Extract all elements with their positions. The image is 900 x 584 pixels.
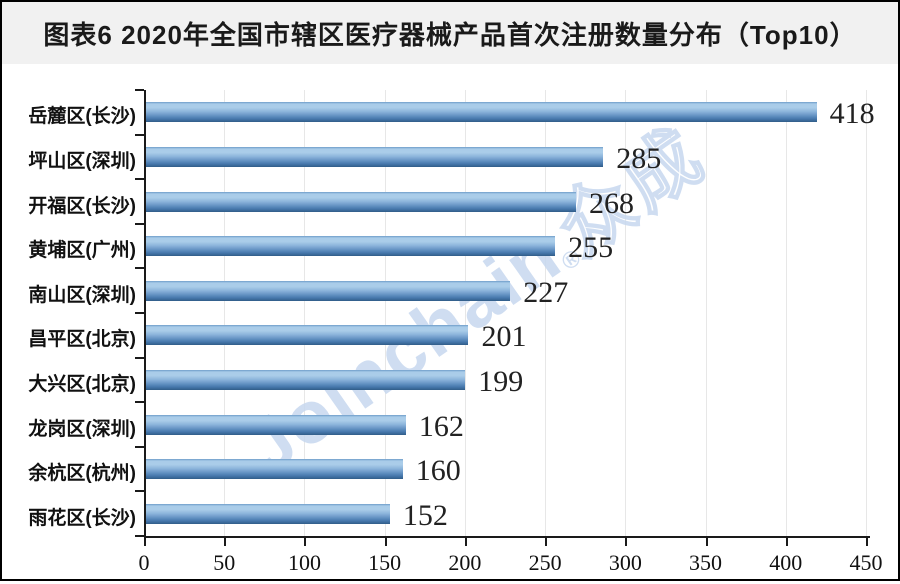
- bar: [146, 236, 556, 257]
- y-axis-tick: [135, 222, 144, 225]
- bar-value-label: 227: [523, 275, 569, 309]
- bar: [146, 459, 403, 480]
- x-axis-tick: [866, 538, 868, 546]
- plot-area: 0 50 100 150 200 250 300 350 400 450 岳麓区(长沙) 418 坪山区…: [2, 64, 898, 579]
- bar: [146, 102, 817, 123]
- x-tick-label: 300: [608, 550, 642, 575]
- category-label: 岳麓区(长沙): [28, 106, 136, 128]
- category-label: 余杭区(杭州): [28, 463, 136, 485]
- x-tick-label: 150: [368, 550, 402, 575]
- x-axis-tick: [464, 538, 467, 546]
- gridline: [785, 90, 787, 536]
- x-tick-label: 250: [528, 550, 562, 575]
- category-label: 南山区(深圳): [28, 284, 136, 306]
- bar: [146, 325, 469, 346]
- category-label: 龙岗区(深圳): [28, 418, 136, 440]
- category-label: 开福区(长沙): [28, 195, 136, 217]
- gridline: [464, 90, 466, 536]
- gridline: [866, 90, 867, 536]
- bar-value-label: 201: [481, 320, 527, 354]
- gridline: [304, 90, 306, 536]
- y-axis: [144, 90, 146, 546]
- x-axis-tick: [545, 538, 548, 546]
- x-tick-label: 200: [448, 550, 482, 575]
- bar-value-label: 285: [616, 141, 662, 175]
- bar-value-label: 199: [478, 364, 524, 398]
- bar: [146, 414, 406, 435]
- y-axis-tick: [135, 490, 144, 493]
- gridline: [705, 90, 707, 536]
- x-tick-label: 100: [287, 550, 321, 575]
- x-axis-tick: [224, 538, 227, 546]
- gridline: [545, 90, 547, 536]
- y-axis-tick: [135, 312, 144, 314]
- x-tick-label: 350: [689, 550, 723, 575]
- x-tick-label: 0: [138, 550, 150, 575]
- gridline: [384, 90, 386, 536]
- bar: [146, 369, 466, 390]
- x-axis-tick: [785, 538, 788, 546]
- bar-value-label: 255: [568, 231, 614, 265]
- category-label: 昌平区(北京): [28, 329, 136, 351]
- y-axis-tick: [135, 356, 144, 359]
- gridline: [224, 90, 226, 536]
- x-tick-label: 400: [769, 550, 803, 575]
- chart-title-bar: 图表6 2020年全国市辖区医疗器械产品首次注册数量分布（Top10）: [2, 2, 898, 64]
- y-axis-tick: [135, 133, 144, 136]
- y-axis-tick: [135, 535, 144, 537]
- bar: [146, 280, 511, 301]
- y-axis-tick: [135, 267, 144, 270]
- y-axis-tick: [135, 178, 144, 181]
- y-axis-tick: [135, 89, 144, 91]
- category-label: 雨花区(长沙): [28, 507, 136, 529]
- y-axis-tick: [135, 401, 144, 404]
- bar-value-label: 162: [418, 409, 464, 443]
- y-axis-tick: [135, 445, 144, 448]
- bar: [146, 191, 576, 212]
- x-axis-tick: [384, 538, 387, 546]
- gridline: [625, 90, 627, 536]
- bar-value-label: 152: [402, 498, 448, 532]
- x-tick-label: 450: [849, 550, 883, 575]
- x-tick-label: 50: [213, 550, 236, 575]
- x-axis-tick: [304, 538, 307, 546]
- category-label: 坪山区(深圳): [28, 150, 136, 172]
- bar-value-label: 418: [829, 97, 875, 131]
- bar: [146, 503, 390, 524]
- category-label: 大兴区(北京): [28, 373, 136, 395]
- bar: [146, 146, 604, 167]
- x-axis-tick: [625, 538, 628, 546]
- bar-value-label: 160: [415, 454, 461, 488]
- bar-value-label: 268: [588, 186, 634, 220]
- x-axis-tick: [705, 538, 708, 546]
- x-axis: [144, 536, 870, 538]
- chart-title: 图表6 2020年全国市辖区医疗器械产品首次注册数量分布（Top10）: [43, 19, 857, 50]
- category-label: 黄埔区(广州): [28, 240, 136, 262]
